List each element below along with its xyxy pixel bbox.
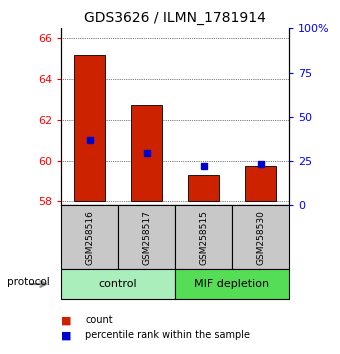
- Text: GSM258516: GSM258516: [85, 210, 94, 265]
- Bar: [175, 269, 289, 299]
- Bar: [245, 166, 276, 201]
- Text: GSM258517: GSM258517: [142, 210, 151, 265]
- Text: GSM258530: GSM258530: [256, 210, 265, 265]
- Text: ■: ■: [61, 330, 72, 340]
- Bar: [61, 269, 175, 299]
- Text: ■: ■: [61, 315, 72, 325]
- Bar: [131, 105, 162, 201]
- Bar: [232, 205, 289, 269]
- Text: percentile rank within the sample: percentile rank within the sample: [85, 330, 250, 340]
- Bar: [74, 55, 105, 201]
- Text: protocol: protocol: [7, 277, 50, 287]
- Title: GDS3626 / ILMN_1781914: GDS3626 / ILMN_1781914: [84, 11, 266, 24]
- Text: GSM258515: GSM258515: [199, 210, 208, 265]
- Bar: [61, 205, 118, 269]
- Text: count: count: [85, 315, 113, 325]
- Bar: [175, 205, 232, 269]
- Text: MIF depletion: MIF depletion: [194, 279, 270, 289]
- Text: control: control: [99, 279, 137, 289]
- Bar: [188, 175, 219, 201]
- Bar: [118, 205, 175, 269]
